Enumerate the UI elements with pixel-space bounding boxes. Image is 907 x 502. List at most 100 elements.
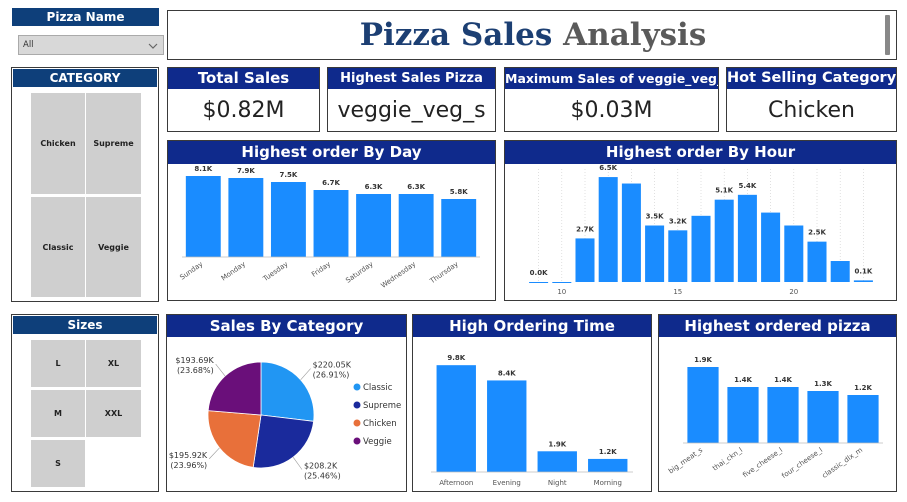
category-tile-classic[interactable]: Classic [31, 197, 85, 297]
slice-pct-label: (23.96%) [170, 461, 207, 470]
category-tile-supreme[interactable]: Supreme [86, 93, 141, 194]
sizes-slicer: Sizes L XL M XXL S [11, 314, 159, 492]
bar[interactable] [313, 190, 349, 257]
leader-line [292, 456, 303, 470]
kpi-total-sales: Total Sales $0.82M [167, 67, 320, 132]
data-label: 5.8K [450, 188, 468, 196]
data-label: 1.2K [599, 448, 617, 456]
bar[interactable] [228, 178, 264, 257]
x-tick-label: Evening [493, 479, 521, 487]
x-tick-label: five_cheese_l [741, 446, 784, 479]
chart-ordering-time: High Ordering Time 9.8K Afternoon 8.4K Even… [412, 314, 652, 492]
bar[interactable] [185, 176, 221, 257]
bar[interactable] [537, 451, 577, 472]
data-label: 6.3K [365, 183, 383, 191]
bar[interactable] [807, 391, 839, 443]
slice-pct-label: (23.68%) [177, 366, 214, 375]
x-tick-label: 20 [789, 288, 798, 296]
bar[interactable] [621, 183, 641, 282]
bar[interactable] [645, 225, 665, 283]
bar[interactable] [588, 458, 628, 472]
bar[interactable] [830, 261, 850, 282]
page-title: Pizza Sales Analysis [168, 17, 898, 53]
bar[interactable] [727, 387, 759, 443]
scrollbar[interactable] [885, 15, 890, 55]
bar-chart-pizza: 1.9K big_meat_s 1.4K thai_ckn_l 1.4K five_che… [667, 356, 883, 480]
size-tile-xxl[interactable]: XXL [86, 390, 141, 437]
legend-label: Chicken [363, 419, 397, 429]
size-tile-m[interactable]: M [31, 390, 85, 437]
bar-chart-day: 8.1K Sunday 7.9K Monday 7.5K Tuesday 6.7K Frida… [178, 165, 480, 290]
x-tick-label: Monday [220, 260, 247, 282]
bar[interactable] [487, 380, 527, 472]
data-label: 1.4K [734, 376, 752, 384]
data-label: 8.1K [194, 165, 212, 173]
bar[interactable] [398, 194, 434, 257]
pie-slice[interactable] [207, 361, 262, 416]
kpi-title: Highest Sales Pizza [328, 68, 495, 89]
sizes-slicer-label: Sizes [13, 316, 157, 334]
bar[interactable] [847, 395, 879, 443]
data-label: 1.9K [694, 356, 712, 364]
bar[interactable] [767, 387, 799, 443]
pizza-name-dropdown[interactable]: All [18, 35, 164, 55]
bar[interactable] [784, 225, 804, 283]
data-label: 2.7K [576, 225, 594, 233]
data-label: 2.5K [808, 229, 826, 237]
pie-slice[interactable] [207, 410, 262, 468]
data-label: 1.3K [814, 380, 832, 388]
x-tick-label: Night [548, 479, 567, 487]
pie-slice[interactable] [252, 414, 315, 469]
chart-highest-ordered-pizza: Highest ordered pizza 1.9K big_meat_s 1.4K… [658, 314, 897, 492]
size-tile-xl[interactable]: XL [86, 340, 141, 387]
bar[interactable] [714, 199, 734, 282]
x-tick-label: Thursday [428, 260, 460, 286]
x-tick-label: classic_dlx_m [821, 446, 865, 480]
x-tick-label: Friday [310, 260, 332, 279]
bar[interactable] [691, 215, 711, 282]
bar[interactable] [356, 194, 392, 257]
category-slicer-label: CATEGORY [13, 69, 157, 87]
bar[interactable] [737, 194, 757, 282]
bar[interactable] [598, 177, 618, 282]
size-tile-s[interactable]: S [31, 440, 85, 487]
x-tick-label: 10 [557, 288, 566, 296]
bar[interactable] [529, 282, 549, 283]
category-tile-chicken[interactable]: Chicken [31, 93, 85, 194]
bar-chart-time: 9.8K Afternoon 8.4K Evening 1.9K Night 1.2K Mor… [431, 354, 633, 487]
bar[interactable] [853, 280, 873, 282]
legend-label: Veggie [363, 437, 392, 447]
x-tick-label: 15 [673, 288, 682, 296]
bar[interactable] [270, 182, 306, 257]
data-label: 9.8K [447, 354, 465, 362]
chevron-down-icon [148, 43, 158, 49]
title-banner: Pizza Sales Analysis [167, 10, 897, 60]
data-label: 1.4K [774, 376, 792, 384]
bar[interactable] [436, 365, 476, 472]
bar[interactable] [807, 241, 827, 282]
bar[interactable] [687, 367, 719, 443]
page-title-part1: Pizza Sales [359, 17, 564, 53]
chart-title: Highest order By Hour [505, 141, 896, 164]
kpi-max-sales: Maximum Sales of veggie_veg_s $0.03M [504, 67, 719, 132]
x-tick-label: thai_ckn_l [711, 446, 744, 472]
leader-line [215, 363, 226, 377]
data-label: 6.5K [599, 164, 617, 172]
bar[interactable] [761, 212, 781, 282]
pizza-name-slicer-label: Pizza Name [12, 8, 159, 26]
data-label: 7.5K [280, 171, 298, 179]
x-tick-label: Saturday [344, 260, 374, 285]
size-tile-l[interactable]: L [31, 340, 85, 387]
bar[interactable] [552, 282, 572, 283]
bar[interactable] [575, 238, 595, 282]
legend-label: Supreme [363, 401, 401, 411]
bar[interactable] [668, 230, 688, 282]
chart-title: Sales By Category [167, 315, 406, 337]
legend-marker [353, 383, 361, 391]
pie-slice[interactable] [260, 361, 315, 422]
slice-pct-label: (26.91%) [313, 371, 350, 380]
kpi-hot-selling-category: Hot Selling Category Chicken [726, 67, 897, 132]
bar[interactable] [441, 199, 477, 257]
category-tile-veggie[interactable]: Veggie [86, 197, 141, 297]
data-label: 8.4K [498, 369, 516, 377]
